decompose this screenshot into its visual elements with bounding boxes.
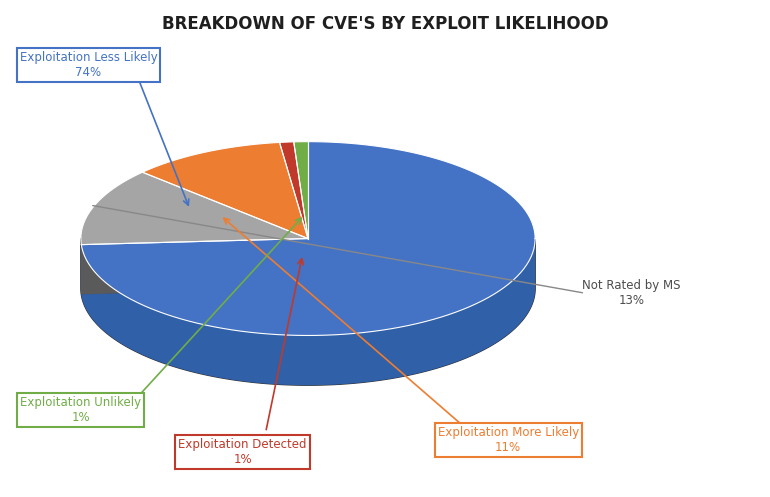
Polygon shape: [81, 222, 308, 294]
Polygon shape: [81, 239, 535, 385]
Polygon shape: [82, 239, 308, 294]
Polygon shape: [82, 241, 535, 385]
Text: Exploitation Less Likely
74%: Exploitation Less Likely 74%: [20, 51, 157, 79]
Polygon shape: [293, 142, 308, 239]
Polygon shape: [82, 239, 308, 294]
Text: BREAKDOWN OF CVE'S BY EXPLOIT LIKELIHOOD: BREAKDOWN OF CVE'S BY EXPLOIT LIKELIHOOD: [162, 15, 608, 33]
Polygon shape: [82, 142, 535, 335]
Polygon shape: [82, 191, 535, 385]
Text: Not Rated by MS
13%: Not Rated by MS 13%: [582, 279, 681, 307]
Text: Exploitation Unlikely
1%: Exploitation Unlikely 1%: [20, 396, 142, 424]
Polygon shape: [142, 143, 308, 239]
Text: Exploitation Detected
1%: Exploitation Detected 1%: [179, 438, 306, 466]
Polygon shape: [142, 192, 308, 288]
Text: Exploitation More Likely
11%: Exploitation More Likely 11%: [437, 426, 579, 454]
Polygon shape: [280, 191, 308, 288]
Polygon shape: [280, 142, 308, 239]
Polygon shape: [81, 172, 308, 245]
Polygon shape: [293, 191, 308, 288]
